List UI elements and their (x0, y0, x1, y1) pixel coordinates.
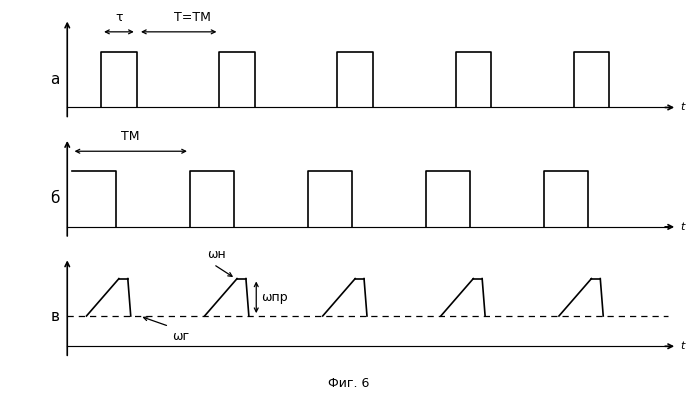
Text: t: t (680, 222, 684, 232)
Text: а: а (50, 72, 60, 87)
Text: Фиг. 6: Фиг. 6 (328, 377, 370, 390)
Text: τ: τ (115, 11, 123, 24)
Text: ωг: ωг (172, 330, 189, 343)
Text: T=TМ: T=TМ (174, 11, 211, 24)
Text: TМ: TМ (121, 130, 140, 143)
Text: б: б (50, 191, 60, 207)
Text: в: в (51, 308, 60, 324)
Text: ωн: ωн (207, 248, 226, 261)
Text: t: t (680, 102, 684, 113)
Text: t: t (680, 341, 684, 351)
Text: ωпр: ωпр (260, 291, 288, 304)
